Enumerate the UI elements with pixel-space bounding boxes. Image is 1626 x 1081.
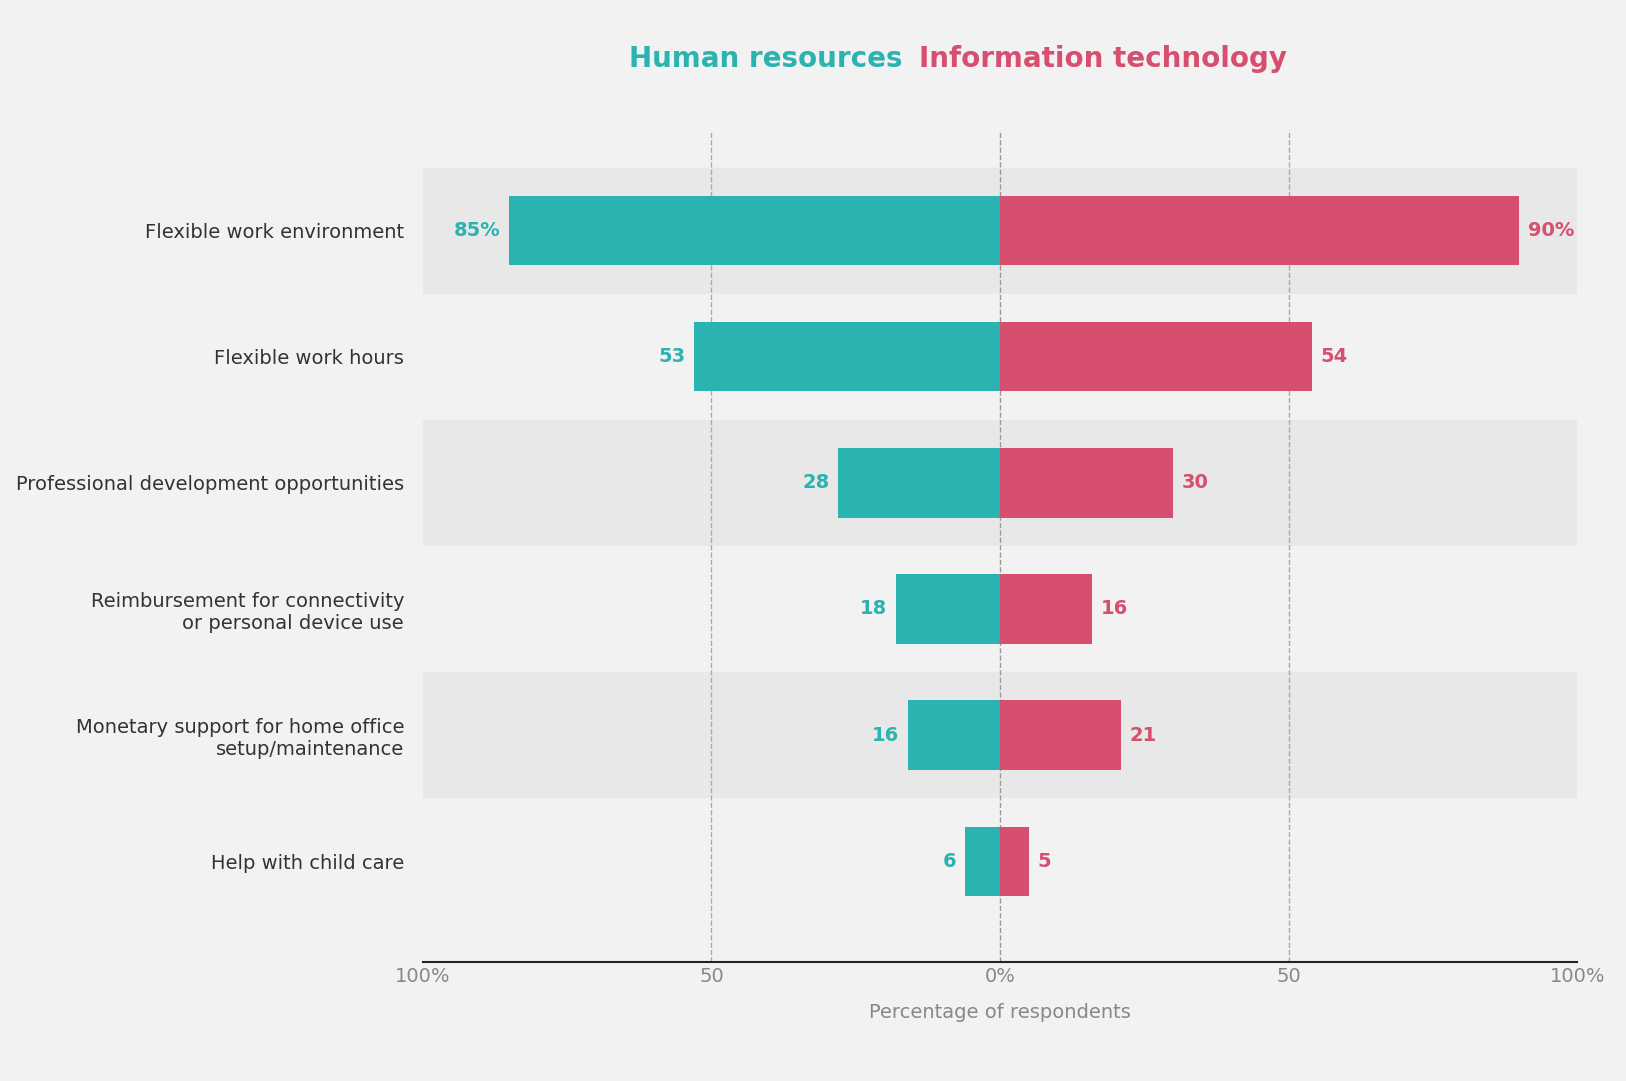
Text: 53: 53 <box>659 347 686 366</box>
Bar <box>1000 827 1029 896</box>
Text: 30: 30 <box>1182 473 1208 492</box>
Bar <box>1000 574 1093 643</box>
Bar <box>423 419 1577 546</box>
Bar <box>509 196 1000 265</box>
Text: 5: 5 <box>1037 852 1050 870</box>
X-axis label: Percentage of respondents: Percentage of respondents <box>868 1002 1132 1022</box>
Bar <box>966 827 1000 896</box>
Bar <box>1000 700 1122 770</box>
Text: 90%: 90% <box>1528 222 1574 240</box>
Text: Human resources: Human resources <box>629 45 902 74</box>
Text: 21: 21 <box>1130 725 1158 745</box>
Text: 28: 28 <box>803 473 829 492</box>
Bar <box>694 322 1000 391</box>
Text: 54: 54 <box>1320 347 1348 366</box>
Text: Information technology: Information technology <box>919 45 1286 74</box>
Bar <box>896 574 1000 643</box>
Bar <box>423 168 1577 294</box>
Text: 6: 6 <box>943 852 956 870</box>
Text: 16: 16 <box>1101 600 1128 618</box>
Text: 85%: 85% <box>454 222 501 240</box>
Bar <box>907 700 1000 770</box>
Text: 18: 18 <box>860 600 888 618</box>
Text: 16: 16 <box>872 725 899 745</box>
Bar <box>1000 449 1174 518</box>
Bar <box>423 546 1577 672</box>
Bar <box>1000 322 1312 391</box>
Bar <box>423 294 1577 419</box>
Bar <box>839 449 1000 518</box>
Bar <box>1000 196 1519 265</box>
Bar <box>423 672 1577 798</box>
Bar <box>423 798 1577 924</box>
